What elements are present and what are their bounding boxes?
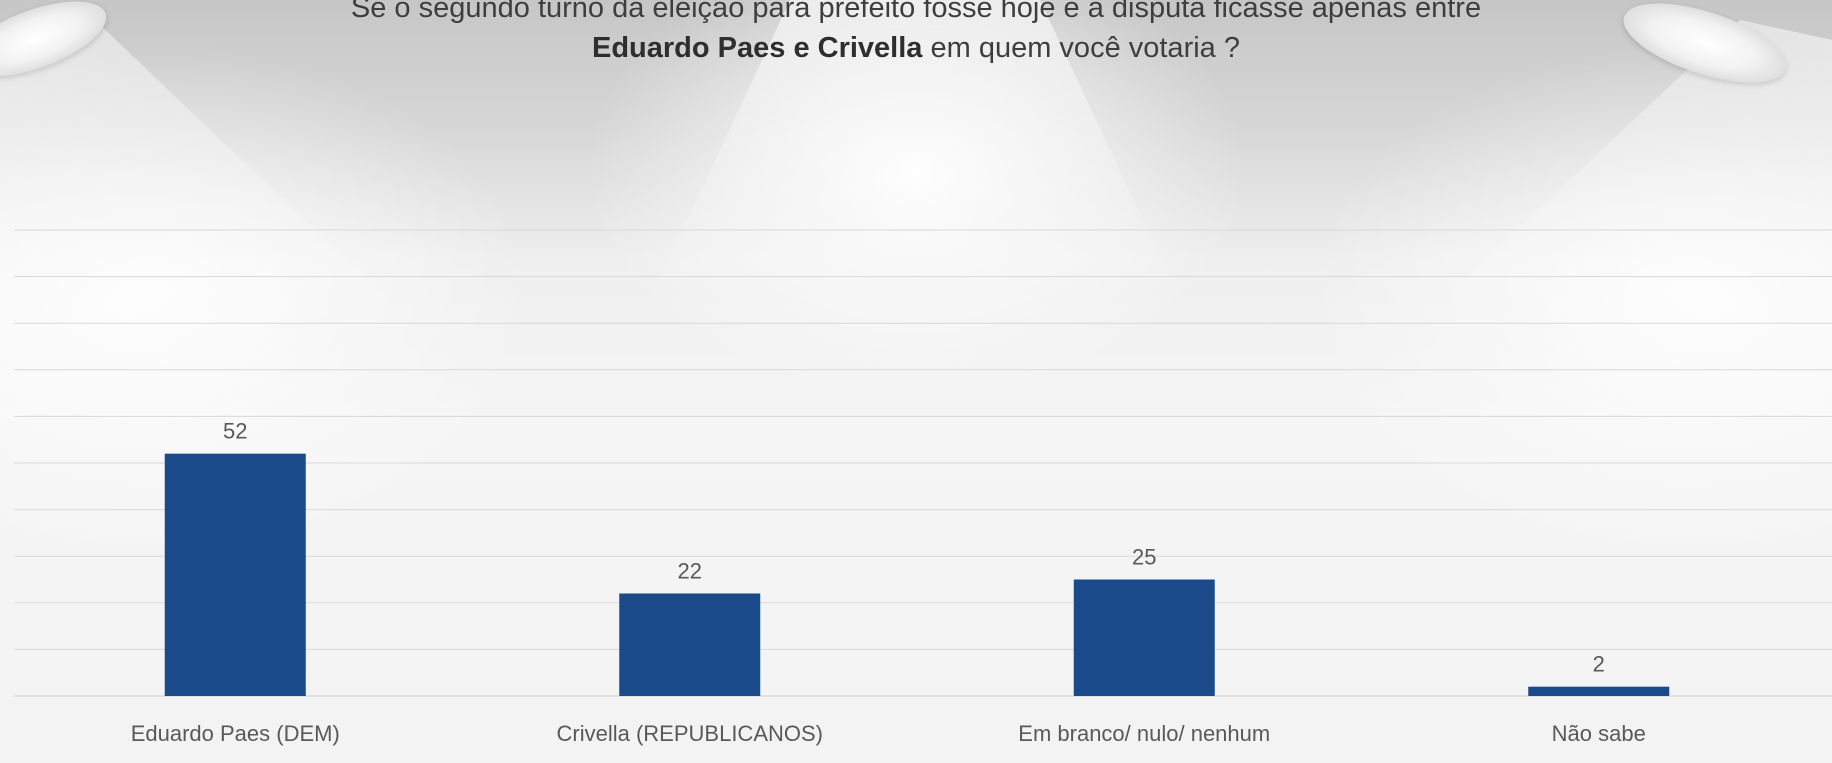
bar <box>164 453 306 696</box>
title-rest-part: em quem você votaria ? <box>922 32 1240 64</box>
bar <box>1073 579 1215 696</box>
data-label: 25 <box>1132 545 1156 570</box>
bar <box>1528 686 1670 696</box>
category-label: Crivella (REPUBLICANOS) <box>557 721 824 746</box>
data-label: 52 <box>223 419 247 444</box>
category-label: Eduardo Paes (DEM) <box>131 721 340 746</box>
title-bold-part: Eduardo Paes e Crivella <box>592 32 923 64</box>
bar <box>619 593 761 696</box>
category-label: Em branco/ nulo/ nenhum <box>1018 721 1270 746</box>
title-line-2: Eduardo Paes e Crivella em quem você vot… <box>0 28 1832 68</box>
chart-title: Se o segundo turno da eleição para prefe… <box>0 0 1832 68</box>
category-label: Não sabe <box>1552 721 1646 746</box>
data-label: 2 <box>1593 652 1605 677</box>
data-label: 22 <box>678 558 702 583</box>
title-line-1: Se o segundo turno da eleição para prefe… <box>350 0 1482 24</box>
